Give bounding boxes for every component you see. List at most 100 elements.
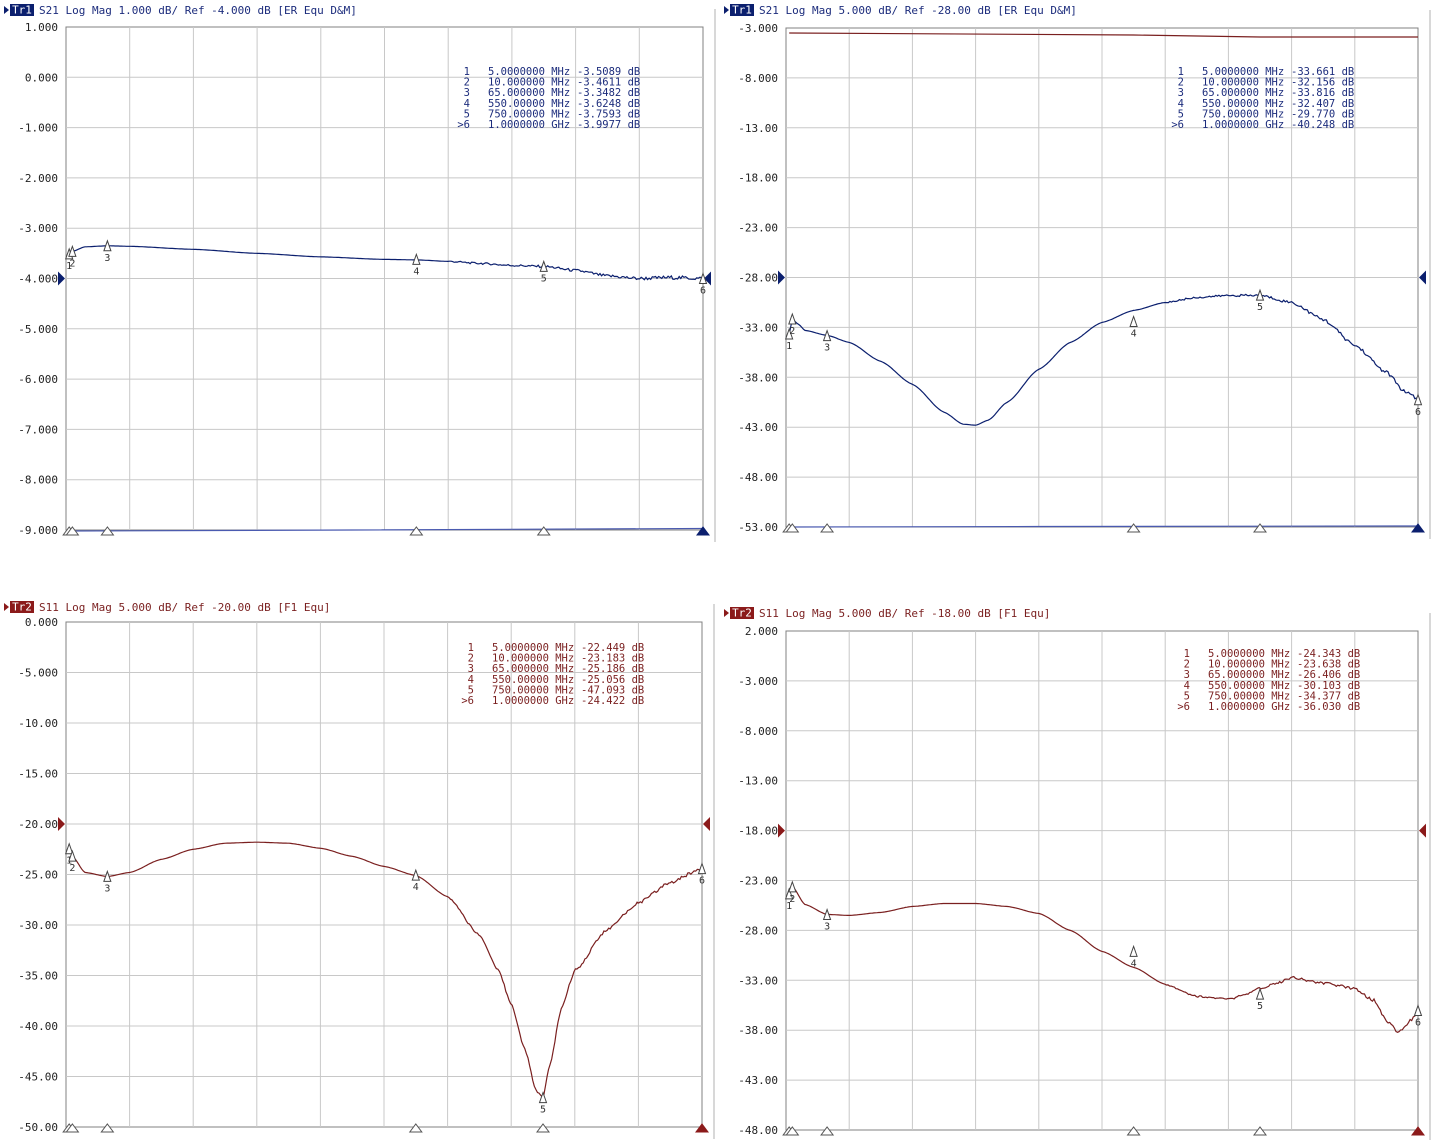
marker-index: 5: [468, 684, 474, 696]
trace-marker: 6: [698, 271, 708, 297]
trace-header-text: S11 Log Mag 5.000 dB/ Ref -18.00 dB [F1 …: [759, 607, 1050, 620]
y-tick-label: -10.00: [18, 717, 58, 730]
marker-value: -33.816 dB: [1291, 87, 1354, 99]
marker-frequency: 550.00000 MHz: [1202, 98, 1284, 110]
axis-marker-icon: [1126, 1126, 1141, 1136]
y-tick-label: -3.000: [738, 22, 778, 35]
axis-marker-icon: [785, 1126, 800, 1136]
marker-number: 1: [66, 261, 72, 272]
marker-table-row: 5 750.00000 MHz -3.7593 dB: [464, 108, 641, 120]
y-tick-label: -1.000: [18, 122, 58, 135]
axis-marker-icon: [695, 1123, 709, 1133]
marker-value: -3.5089 dB: [577, 66, 640, 78]
marker-table-row: 2 10.000000 MHz -23.183 dB: [468, 653, 645, 665]
marker-triangle-icon: [411, 868, 421, 881]
marker-value: -26.406 dB: [1297, 669, 1360, 681]
trace-marker: 6: [1413, 1004, 1423, 1029]
marker-frequency: 5.0000000 MHz: [492, 642, 574, 654]
main-trace: [68, 245, 704, 281]
marker-table-row: 5 750.00000 MHz -47.093 dB: [468, 684, 645, 696]
marker-frequency: 5.0000000 MHz: [488, 66, 570, 78]
marker-triangle-icon: [784, 327, 794, 340]
marker-frequency: 1.0000000 GHz: [1208, 701, 1290, 713]
trace-marker: 3: [822, 329, 832, 354]
marker-value: -33.661 dB: [1291, 66, 1354, 78]
marker-value: -47.093 dB: [581, 684, 644, 696]
y-tick-label: -50.00: [18, 1121, 58, 1134]
marker-number: 1: [786, 341, 792, 352]
marker-frequency: 550.00000 MHz: [492, 674, 574, 686]
trace-marker: 3: [103, 869, 112, 894]
axis-marker-icon: [65, 1123, 80, 1133]
y-tick-label: -23.00: [738, 875, 778, 888]
trace-marker: 5: [538, 1091, 548, 1116]
axis-marker-icon: [536, 1123, 550, 1133]
y-tick-label: -48.00: [738, 1124, 778, 1137]
marker-frequency: 1.0000000 GHz: [492, 695, 574, 707]
y-tick-label: -23.00: [738, 222, 778, 235]
marker-index: 4: [1184, 680, 1190, 692]
y-tick-label: -5.000: [18, 667, 58, 680]
chart-panel-s21-5db: Tr1 S21 Log Mag 5.000 dB/ Ref -28.00 dB […: [720, 0, 1438, 545]
y-tick-label: -45.00: [18, 1071, 58, 1084]
marker-table-row: 3 65.000000 MHz -26.406 dB: [1184, 669, 1361, 681]
trace-arrow-icon: [4, 603, 9, 611]
ref-arrow-left-icon: [58, 817, 65, 831]
marker-index: 1: [468, 642, 474, 654]
y-tick-label: -28.00: [738, 272, 778, 285]
trace-header: Tr2 S11 Log Mag 5.000 dB/ Ref -20.00 dB […: [4, 601, 330, 614]
marker-number: 5: [541, 273, 547, 284]
marker-index: 4: [468, 674, 474, 686]
trace-marker: 6: [697, 862, 707, 887]
marker-value: -36.030 dB: [1297, 701, 1360, 713]
marker-number: 4: [1131, 958, 1137, 969]
marker-table-row: 1 5.0000000 MHz -24.343 dB: [1184, 648, 1361, 660]
marker-value: -23.183 dB: [581, 653, 644, 665]
marker-frequency: 1.0000000 GHz: [488, 119, 570, 131]
marker-number: 2: [789, 894, 795, 905]
axis-marker-icon: [1126, 523, 1141, 533]
marker-frequency: 550.00000 MHz: [488, 98, 570, 110]
marker-triangle-icon: [1255, 987, 1265, 1000]
marker-triangle-icon: [822, 329, 832, 342]
chart-svg: Tr1 S21 Log Mag 1.000 dB/ Ref -4.000 dB […: [4, 4, 716, 542]
y-tick-label: -4.000: [18, 273, 58, 286]
trace-badge: [730, 607, 754, 619]
marker-triangle-icon: [822, 908, 832, 921]
y-tick-label: 0.000: [25, 616, 58, 629]
marker-index: >6: [1177, 701, 1190, 713]
marker-table-row: >6 1.0000000 GHz -40.248 dB: [1171, 119, 1354, 131]
y-tick-label: -8.000: [18, 474, 58, 487]
marker-number: 5: [1257, 302, 1263, 313]
marker-number: 3: [104, 253, 110, 264]
marker-number: 1: [786, 901, 792, 912]
marker-frequency: 10.000000 MHz: [488, 77, 570, 89]
marker-table-row: 3 65.000000 MHz -33.816 dB: [1178, 87, 1355, 99]
marker-triangle-icon: [539, 259, 548, 272]
trace-badge: [730, 4, 754, 16]
marker-value: -3.3482 dB: [577, 87, 640, 99]
trace-arrow-icon: [4, 6, 9, 14]
marker-frequency: 5.0000000 MHz: [1202, 66, 1284, 78]
trace-badge: [10, 4, 34, 16]
marker-number: 2: [69, 258, 75, 269]
marker-value: -25.186 dB: [581, 663, 644, 675]
ref-arrow-right-icon: [1419, 270, 1426, 285]
y-tick-label: -43.00: [738, 421, 778, 434]
y-tick-label: -25.00: [18, 869, 58, 882]
trace-marker: 5: [1255, 288, 1265, 313]
ref-arrow-right-icon: [703, 817, 710, 831]
axis-marker-icon: [785, 523, 800, 533]
ref-arrow-left-icon: [778, 270, 785, 285]
marker-table-row: 3 65.000000 MHz -25.186 dB: [468, 663, 645, 675]
grid: [66, 27, 703, 530]
trace-header-text: S21 Log Mag 1.000 dB/ Ref -4.000 dB [ER …: [39, 4, 357, 17]
trace-header: Tr2 S11 Log Mag 5.000 dB/ Ref -18.00 dB […: [724, 607, 1050, 620]
marker-index: 5: [1178, 108, 1184, 120]
y-tick-label: -18.00: [738, 825, 778, 838]
marker-frequency: 65.000000 MHz: [492, 663, 574, 675]
y-tick-label: -53.00: [738, 521, 778, 534]
marker-triangle-icon: [788, 312, 797, 325]
trace-marker: 1: [784, 327, 794, 352]
chart-svg: Tr2 S11 Log Mag 5.000 dB/ Ref -18.00 dB […: [724, 607, 1431, 1140]
